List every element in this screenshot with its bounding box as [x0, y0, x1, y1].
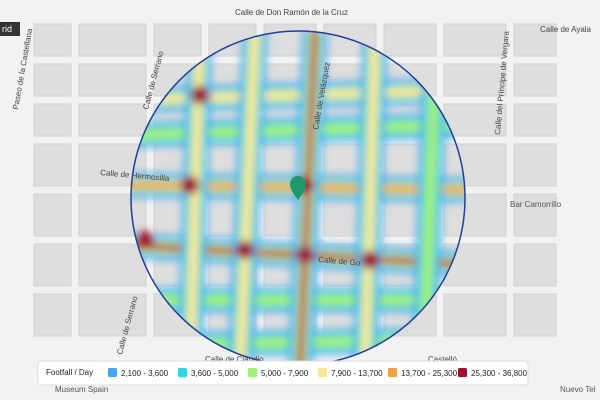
street-label: Calle de Claudio	[205, 355, 264, 364]
block	[513, 193, 557, 237]
legend-swatch	[178, 368, 187, 377]
street-label: Castelló	[428, 355, 457, 364]
legend-label: 13,700 - 25,300	[401, 369, 458, 378]
block	[383, 23, 437, 57]
street-label: Calle de Don Ramón de la Cruz	[235, 8, 348, 17]
legend-label: 25,300 - 36,800	[471, 369, 528, 378]
legend-label: 7,900 - 13,700	[331, 369, 383, 378]
street-label: Calle de Ayala	[540, 25, 592, 34]
hotspot	[361, 251, 379, 269]
poi-label: Nuevo Tel	[560, 385, 596, 394]
block	[513, 243, 557, 287]
block	[78, 293, 147, 337]
legend-label: 5,000 - 7,900	[261, 369, 309, 378]
legend-swatch	[248, 368, 257, 377]
block	[443, 23, 507, 57]
hotspot	[181, 176, 199, 194]
legend	[37, 360, 529, 386]
block	[78, 103, 147, 137]
block	[33, 103, 72, 137]
hotspot	[236, 241, 254, 259]
block	[443, 63, 507, 97]
legend-swatch	[108, 368, 117, 377]
legend-swatch	[318, 368, 327, 377]
hotspot	[136, 231, 154, 249]
legend-title: Footfall / Day	[46, 368, 93, 377]
heat-band	[419, 59, 441, 341]
block	[513, 143, 557, 187]
block	[33, 23, 72, 57]
block	[78, 243, 147, 287]
block	[513, 63, 557, 97]
block	[443, 293, 507, 337]
block	[33, 193, 72, 237]
block	[33, 243, 72, 287]
heat-band	[297, 31, 318, 365]
legend-items: 2,100 - 3,600 3,600 - 5,000 5,000 - 7,900 7…	[108, 368, 528, 378]
badge-bg	[0, 22, 20, 36]
street-label: Calle de Go	[318, 255, 361, 268]
block	[78, 23, 147, 57]
legend-label: 2,100 - 3,600	[121, 369, 169, 378]
block	[33, 293, 72, 337]
block	[513, 293, 557, 337]
legend-swatch	[388, 368, 397, 377]
block	[78, 193, 147, 237]
heat-band	[360, 39, 380, 365]
block	[513, 23, 557, 57]
hotspot	[296, 246, 314, 264]
block	[153, 23, 202, 57]
heat-band	[235, 31, 260, 365]
block	[33, 143, 72, 187]
heatmap	[131, 31, 465, 365]
hotspot	[191, 86, 209, 104]
block	[513, 103, 557, 137]
poi-label: Museum Spain	[55, 385, 108, 394]
location-pin[interactable]	[290, 176, 306, 200]
legend-swatch	[458, 368, 467, 377]
block	[33, 63, 72, 97]
block	[443, 243, 507, 287]
badge: rid	[2, 24, 12, 34]
legend-label: 3,600 - 5,000	[191, 369, 239, 378]
poi-label: Bar Camorrillo	[510, 200, 562, 209]
block	[78, 63, 147, 97]
